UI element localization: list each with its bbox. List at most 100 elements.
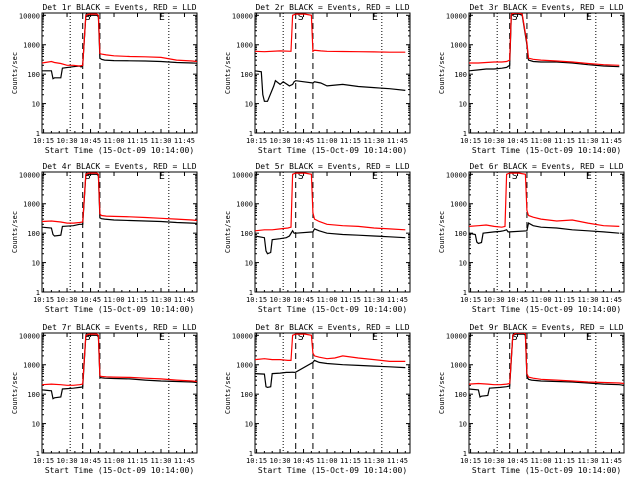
y-tick-label: 100 (454, 230, 467, 238)
x-tick-label: 11:45 (387, 137, 408, 145)
x-axis-label: Start Time (15-Oct-09 10:14:00) (45, 466, 194, 475)
x-tick-label: 11:00 (103, 457, 124, 465)
x-tick-label: 10:15 (460, 137, 481, 145)
x-axis-label: Start Time (15-Oct-09 10:14:00) (258, 466, 407, 475)
x-tick-label: 11:45 (601, 137, 622, 145)
y-tick-label: 1 (249, 450, 253, 458)
x-tick-label: 10:15 (33, 457, 54, 465)
start-marker-label: S (298, 171, 304, 182)
end-marker-label: E (372, 12, 378, 23)
x-tick-label: 11:15 (554, 296, 575, 304)
y-tick-label: 10000 (232, 332, 253, 340)
chart-title: Det 6r BLACK = Events, RED = LLD (469, 162, 623, 171)
x-tick-label: 10:15 (246, 296, 267, 304)
x-tick-label: 10:15 (246, 137, 267, 145)
y-tick-label: 10000 (446, 171, 467, 179)
events-series-line (42, 334, 197, 400)
y-tick-label: 10000 (19, 12, 40, 20)
y-tick-label: 10 (245, 421, 253, 429)
x-tick-label: 10:15 (460, 296, 481, 304)
lld-series-line (255, 13, 406, 53)
end-marker-label: E (159, 12, 165, 23)
x-tick-label: 10:30 (270, 296, 291, 304)
y-tick-label: 1 (463, 450, 467, 458)
x-tick-label: 10:30 (57, 137, 78, 145)
plot-frame (468, 332, 625, 454)
y-tick-label: 10 (459, 101, 467, 109)
x-tick-label: 10:45 (507, 457, 528, 465)
x-tick-label: 11:15 (340, 296, 361, 304)
plot-frame (41, 171, 198, 293)
plot-frame (41, 332, 198, 454)
lld-series-line (469, 172, 620, 228)
start-marker-label: S (512, 12, 518, 23)
x-tick-label: 10:45 (293, 296, 314, 304)
y-tick-label: 1 (463, 130, 467, 138)
chart-panel-9: Det 9r BLACK = Events, RED = LLD 1 10 100 10… (438, 323, 625, 475)
y-tick-label: 10 (459, 260, 467, 268)
y-tick-label: 10 (245, 260, 253, 268)
x-axis-label: Start Time (15-Oct-09 10:14:00) (472, 466, 621, 475)
y-tick-label: 10000 (232, 12, 253, 20)
x-tick-label: 11:15 (127, 457, 148, 465)
plot-frame (254, 171, 411, 293)
x-tick-label: 11:45 (174, 137, 195, 145)
y-axis-label: Counts/sec (224, 52, 232, 94)
x-tick-label: 10:45 (80, 137, 101, 145)
lld-series-line (469, 13, 620, 66)
y-tick-label: 10 (32, 421, 40, 429)
x-tick-label: 11:45 (387, 457, 408, 465)
start-marker-label: S (512, 171, 518, 182)
x-tick-label: 11:30 (363, 457, 384, 465)
x-tick-label: 11:45 (174, 296, 195, 304)
y-tick-label: 1000 (450, 42, 467, 50)
start-marker-label: S (85, 171, 91, 182)
y-tick-label: 1000 (450, 201, 467, 209)
x-tick-label: 10:45 (80, 457, 101, 465)
x-tick-label: 11:30 (577, 137, 598, 145)
chart-title: Det 8r BLACK = Events, RED = LLD (255, 323, 409, 332)
x-tick-label: 11:30 (363, 296, 384, 304)
x-tick-label: 11:45 (387, 296, 408, 304)
y-tick-label: 10000 (446, 332, 467, 340)
x-tick-label: 11:45 (174, 457, 195, 465)
events-series-line (255, 359, 406, 389)
chart-panel-7: Det 7r BLACK = Events, RED = LLD 1 10 100 10… (11, 323, 198, 475)
y-axis-label: Counts/sec (438, 52, 446, 94)
chart-panel-8: Det 8r BLACK = Events, RED = LLD 1 10 100 10… (224, 323, 411, 475)
x-tick-label: 11:15 (340, 137, 361, 145)
chart-panel-2: Det 2r BLACK = Events, RED = LLD 1 10 100 10… (224, 3, 411, 155)
lld-series-line (255, 172, 406, 232)
y-tick-label: 1000 (450, 362, 467, 370)
y-tick-label: 1000 (236, 201, 253, 209)
start-marker-label: S (85, 332, 91, 343)
x-tick-label: 10:45 (80, 296, 101, 304)
y-tick-label: 1 (463, 289, 467, 297)
events-series-line (42, 14, 197, 80)
x-tick-label: 11:45 (601, 457, 622, 465)
y-axis-label: Counts/sec (438, 211, 446, 253)
y-tick-label: 1 (36, 130, 40, 138)
lld-series-line (42, 13, 197, 67)
x-tick-label: 10:45 (507, 137, 528, 145)
chart-title: Det 2r BLACK = Events, RED = LLD (255, 3, 409, 12)
y-tick-label: 100 (240, 71, 253, 79)
x-tick-label: 10:30 (270, 457, 291, 465)
x-axis-label: Start Time (15-Oct-09 10:14:00) (258, 146, 407, 155)
y-axis-label: Counts/sec (438, 372, 446, 414)
x-tick-label: 11:30 (577, 457, 598, 465)
x-tick-label: 11:30 (150, 137, 171, 145)
x-tick-label: 11:15 (554, 137, 575, 145)
end-marker-label: E (586, 332, 592, 343)
y-tick-label: 10 (32, 260, 40, 268)
y-tick-label: 1000 (23, 201, 40, 209)
y-tick-label: 10000 (232, 171, 253, 179)
x-tick-label: 10:30 (484, 137, 505, 145)
events-series-line (469, 222, 620, 245)
y-axis-label: Counts/sec (224, 372, 232, 414)
x-tick-label: 10:15 (246, 457, 267, 465)
y-tick-label: 100 (27, 230, 40, 238)
end-marker-label: E (372, 171, 378, 182)
y-axis-label: Counts/sec (11, 372, 19, 414)
y-tick-label: 1 (249, 130, 253, 138)
